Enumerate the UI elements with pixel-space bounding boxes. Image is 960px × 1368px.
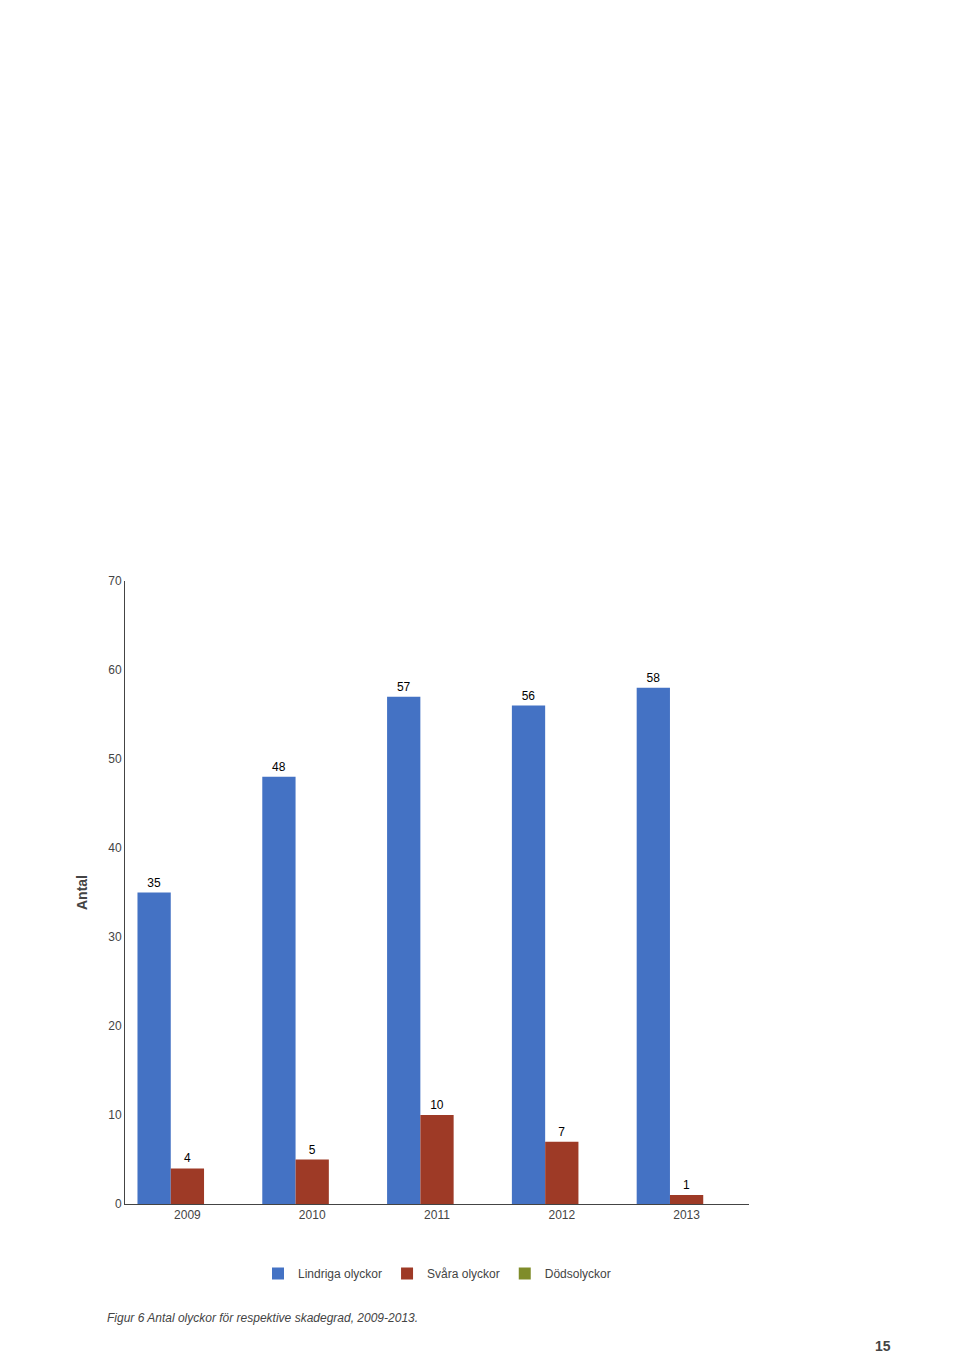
svg-text:15: 15: [875, 1338, 891, 1354]
svg-text:20: 20: [108, 1019, 122, 1033]
svg-text:2012: 2012: [548, 1208, 575, 1222]
svg-text:Svåra olyckor: Svåra olyckor: [427, 1267, 500, 1281]
svg-text:2009: 2009: [174, 1208, 201, 1222]
svg-text:7: 7: [558, 1125, 565, 1139]
svg-text:50: 50: [108, 752, 122, 766]
svg-text:30: 30: [108, 930, 122, 944]
svg-text:10: 10: [430, 1098, 444, 1112]
svg-text:2013: 2013: [673, 1208, 700, 1222]
svg-text:2010: 2010: [299, 1208, 326, 1222]
svg-text:2011: 2011: [424, 1208, 450, 1222]
svg-text:56: 56: [522, 689, 536, 703]
svg-text:35: 35: [147, 876, 161, 890]
svg-text:Dödsolyckor: Dödsolyckor: [545, 1267, 611, 1281]
svg-text:58: 58: [646, 671, 660, 685]
svg-text:10: 10: [108, 1108, 122, 1122]
svg-text:70: 70: [108, 574, 122, 588]
svg-text:60: 60: [108, 663, 122, 677]
svg-text:5: 5: [309, 1143, 316, 1157]
svg-text:40: 40: [108, 841, 122, 855]
svg-text:48: 48: [272, 760, 286, 774]
svg-text:4: 4: [184, 1151, 191, 1165]
svg-text:Antal: Antal: [74, 875, 90, 910]
svg-text:57: 57: [397, 680, 411, 694]
svg-text:0: 0: [115, 1197, 122, 1211]
svg-text:Figur 6 Antal olyckor för resp: Figur 6 Antal olyckor för respektive ska…: [107, 1311, 418, 1325]
svg-text:1: 1: [683, 1178, 690, 1192]
svg-text:Lindriga olyckor: Lindriga olyckor: [298, 1267, 382, 1281]
